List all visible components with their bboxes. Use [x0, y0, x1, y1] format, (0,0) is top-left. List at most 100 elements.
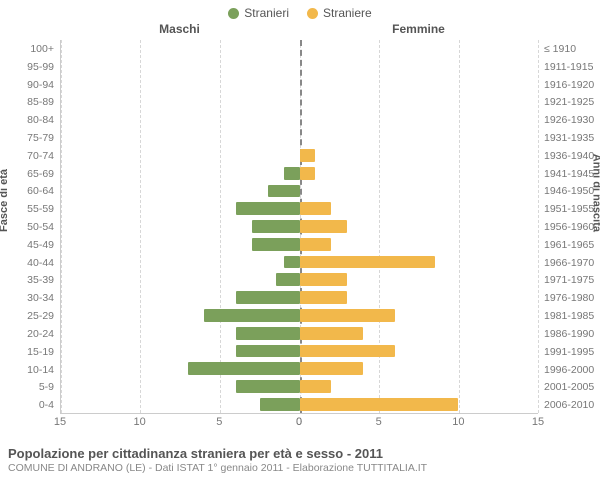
bar-row [61, 111, 538, 129]
header-female: Femmine [299, 22, 538, 36]
y-tick-age: 90-94 [0, 76, 58, 94]
x-tick: 0 [296, 416, 302, 428]
y-tick-birth: 1991-1995 [540, 343, 600, 361]
y-tick-birth: 1981-1985 [540, 307, 600, 325]
legend-swatch-male [228, 8, 239, 19]
bar-row [61, 164, 538, 182]
bar-male [236, 327, 300, 340]
bar-male [284, 167, 300, 180]
bar-row [61, 40, 538, 58]
bar-row [61, 360, 538, 378]
bar-row [61, 324, 538, 342]
bar-row [61, 93, 538, 111]
y-tick-age: 15-19 [0, 343, 58, 361]
y-axis-right: ≤ 19101911-19151916-19201921-19251926-19… [540, 40, 600, 414]
gridline [538, 40, 539, 413]
bar-male [252, 238, 300, 251]
bar-male [236, 345, 300, 358]
bar-row [61, 182, 538, 200]
y-tick-birth: 1996-2000 [540, 361, 600, 379]
pyramid-chart: Maschi Femmine Fasce di età Anni di nasc… [0, 22, 600, 442]
bar-female [300, 256, 435, 269]
bar-row [61, 58, 538, 76]
bar-row [61, 378, 538, 396]
y-tick-birth: 1921-1925 [540, 93, 600, 111]
y-tick-birth: 1931-1935 [540, 129, 600, 147]
bar-row [61, 253, 538, 271]
legend-label-male: Stranieri [244, 6, 289, 20]
bar-female [300, 327, 364, 340]
y-tick-age: 30-34 [0, 289, 58, 307]
bar-male [188, 362, 299, 375]
y-tick-birth: 1951-1955 [540, 200, 600, 218]
bar-female [300, 238, 332, 251]
bar-row [61, 395, 538, 413]
x-tick: 10 [134, 416, 146, 428]
plot-area [60, 40, 538, 414]
y-tick-birth: 1966-1970 [540, 254, 600, 272]
bar-female [300, 345, 395, 358]
y-tick-age: 60-64 [0, 183, 58, 201]
y-tick-birth: 2001-2005 [540, 378, 600, 396]
y-tick-birth: 1976-1980 [540, 289, 600, 307]
bar-male [252, 220, 300, 233]
bar-female [300, 273, 348, 286]
y-tick-birth: ≤ 1910 [540, 40, 600, 58]
legend-label-female: Straniere [323, 6, 372, 20]
y-tick-age: 70-74 [0, 147, 58, 165]
y-tick-birth: 1911-1915 [540, 58, 600, 76]
bar-female [300, 362, 364, 375]
y-tick-age: 0-4 [0, 396, 58, 414]
y-tick-birth: 1936-1940 [540, 147, 600, 165]
y-tick-birth: 1941-1945 [540, 165, 600, 183]
y-tick-birth: 1956-1960 [540, 218, 600, 236]
bar-female [300, 149, 316, 162]
bar-row [61, 218, 538, 236]
chart-footer: Popolazione per cittadinanza straniera p… [0, 442, 600, 475]
bar-row [61, 306, 538, 324]
legend: Stranieri Straniere [0, 0, 600, 22]
bar-row [61, 342, 538, 360]
x-tick: 5 [376, 416, 382, 428]
bar-male [260, 398, 300, 411]
bar-row [61, 271, 538, 289]
bar-row [61, 200, 538, 218]
y-tick-age: 45-49 [0, 236, 58, 254]
bar-male [236, 380, 300, 393]
bar-female [300, 380, 332, 393]
bar-male [236, 202, 300, 215]
x-tick: 15 [532, 416, 544, 428]
y-tick-age: 95-99 [0, 58, 58, 76]
x-tick: 5 [216, 416, 222, 428]
bar-male [204, 309, 299, 322]
bar-female [300, 167, 316, 180]
y-tick-birth: 1986-1990 [540, 325, 600, 343]
bar-row [61, 235, 538, 253]
column-headers: Maschi Femmine [60, 22, 538, 36]
y-tick-birth: 1961-1965 [540, 236, 600, 254]
y-tick-age: 100+ [0, 40, 58, 58]
y-tick-age: 35-39 [0, 272, 58, 290]
bar-female [300, 220, 348, 233]
y-tick-age: 5-9 [0, 378, 58, 396]
bar-male [268, 185, 300, 198]
legend-item-female: Straniere [307, 6, 372, 20]
bar-female [300, 398, 459, 411]
bar-female [300, 309, 395, 322]
y-tick-birth: 1971-1975 [540, 272, 600, 290]
bar-row [61, 147, 538, 165]
y-tick-age: 10-14 [0, 361, 58, 379]
legend-swatch-female [307, 8, 318, 19]
x-axis-ticks: 151050051015 [60, 416, 538, 432]
x-tick: 15 [54, 416, 66, 428]
bar-male [236, 291, 300, 304]
bar-male [284, 256, 300, 269]
y-tick-birth: 1916-1920 [540, 76, 600, 94]
header-male: Maschi [60, 22, 299, 36]
bar-row [61, 129, 538, 147]
y-tick-age: 85-89 [0, 93, 58, 111]
bar-male [276, 273, 300, 286]
footer-title: Popolazione per cittadinanza straniera p… [8, 446, 592, 462]
y-tick-birth: 1946-1950 [540, 183, 600, 201]
y-tick-age: 80-84 [0, 111, 58, 129]
